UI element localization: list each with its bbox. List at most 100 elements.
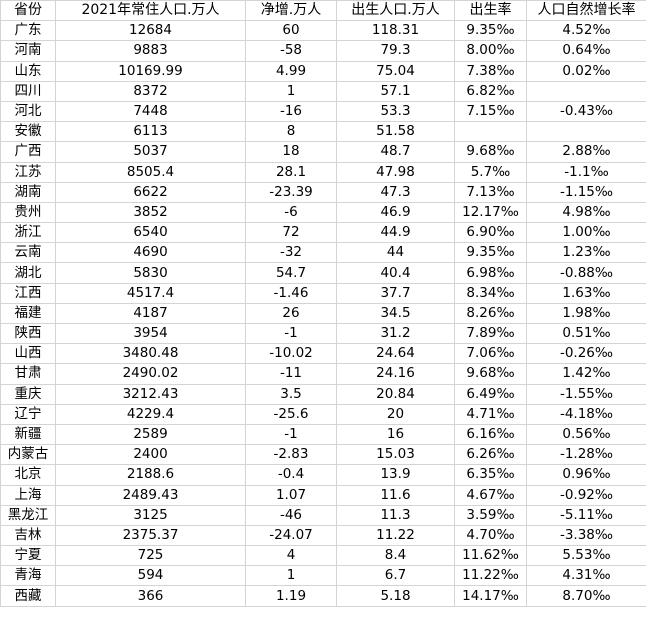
- table-cell: 5.18: [336, 585, 455, 607]
- table-cell: 陕西: [0, 322, 56, 345]
- table-row: 江西 4517.4 -1.46 37.7 8.34‰ 1.63‰: [0, 282, 646, 304]
- table-cell: 重庆: [0, 383, 56, 405]
- table-cell: 出生人口.万人: [336, 0, 455, 22]
- table-row: 广西 5037 18 48.7 9.68‰ 2.88‰: [0, 141, 646, 163]
- table-cell: 新疆: [0, 423, 56, 446]
- table-cell: 8505.4: [55, 161, 246, 183]
- table-cell: 53.3: [336, 100, 455, 123]
- table-cell: 1.98‰: [526, 302, 646, 325]
- table-cell: 37.7: [336, 282, 455, 304]
- table-cell: 34.5: [336, 302, 455, 325]
- data-table: 省份 2021年常住人口.万人 净增.万人 出生人口.万人 出生率 人口自然增长率 广东 12…: [0, 0, 646, 607]
- table-cell: 5037: [55, 141, 246, 163]
- table-cell: 北京: [0, 464, 56, 486]
- table-cell: 宁夏: [0, 545, 56, 567]
- table-cell: 河南: [0, 40, 56, 62]
- table-cell: 594: [55, 565, 246, 587]
- table-cell: 贵州: [0, 201, 56, 224]
- table-cell: 吉林: [0, 524, 56, 547]
- table-cell: 6.82‰: [454, 80, 527, 102]
- table-row: 四川 8372 1 57.1 6.82‰: [0, 80, 646, 102]
- table-cell: 0.02‰: [526, 60, 646, 82]
- table-cell: 2400: [55, 444, 246, 466]
- table-cell: 广东: [0, 20, 56, 42]
- table-cell: 6.90‰: [454, 222, 527, 244]
- table-cell: 6.26‰: [454, 444, 527, 466]
- table-cell: 1: [245, 565, 337, 587]
- table-cell: 8372: [55, 80, 246, 102]
- table-cell: [454, 121, 527, 143]
- table-cell: 75.04: [336, 60, 455, 82]
- table-cell: 湖南: [0, 181, 56, 203]
- table-cell: 5.53‰: [526, 545, 646, 567]
- table-cell: 54.7: [245, 262, 337, 284]
- table-row: 湖南 6622 -23.39 47.3 7.13‰ -1.15‰: [0, 181, 646, 203]
- table-cell: 7.06‰: [454, 343, 527, 365]
- table-row: 浙江 6540 72 44.9 6.90‰ 1.00‰: [0, 222, 646, 244]
- table-cell: -1.15‰: [526, 181, 646, 203]
- table-cell: 4517.4: [55, 282, 246, 304]
- table-cell: 4.67‰: [454, 484, 527, 506]
- table-cell: 4.99: [245, 60, 337, 82]
- table-cell: 浙江: [0, 222, 56, 244]
- table-cell: -6: [245, 201, 337, 224]
- table-cell: 青海: [0, 565, 56, 587]
- table-cell: 5830: [55, 262, 246, 284]
- table-cell: 2589: [55, 423, 246, 446]
- table-cell: 60: [245, 20, 337, 42]
- table-cell: -58: [245, 40, 337, 62]
- table-cell: [526, 80, 646, 102]
- table-cell: 3480.48: [55, 343, 246, 365]
- table-cell: -46: [245, 504, 337, 526]
- table-cell: 山东: [0, 60, 56, 82]
- table-cell: 湖北: [0, 262, 56, 284]
- table-cell: [526, 121, 646, 143]
- table-cell: 6.16‰: [454, 423, 527, 446]
- table-cell: -11: [245, 363, 337, 385]
- table-cell: 13.9: [336, 464, 455, 486]
- table-cell: 14.17‰: [454, 585, 527, 607]
- table-row: 辽宁 4229.4 -25.6 20 4.71‰ -4.18‰: [0, 403, 646, 425]
- table-row: 内蒙古 2400 -2.83 15.03 6.26‰ -1.28‰: [0, 444, 646, 466]
- table-cell: 9.35‰: [454, 20, 527, 42]
- table-cell: 上海: [0, 484, 56, 506]
- table-cell: 西藏: [0, 585, 56, 607]
- table-row: 贵州 3852 -6 46.9 12.17‰ 4.98‰: [0, 201, 646, 224]
- table-cell: 4: [245, 545, 337, 567]
- table-cell: 15.03: [336, 444, 455, 466]
- table-cell: 出生率: [454, 0, 527, 22]
- table-cell: 净增.万人: [245, 0, 337, 22]
- table-cell: 0.96‰: [526, 464, 646, 486]
- table-cell: 4229.4: [55, 403, 246, 425]
- table-cell: 7.15‰: [454, 100, 527, 123]
- table-cell: 3852: [55, 201, 246, 224]
- table-cell: 3212.43: [55, 383, 246, 405]
- table-cell: 57.1: [336, 80, 455, 102]
- table-cell: -1: [245, 423, 337, 446]
- table-cell: 118.31: [336, 20, 455, 42]
- table-cell: 6113: [55, 121, 246, 143]
- table-cell: 44.9: [336, 222, 455, 244]
- table-cell: -23.39: [245, 181, 337, 203]
- table-row: 湖北 5830 54.7 40.4 6.98‰ -0.88‰: [0, 262, 646, 284]
- table-cell: 6540: [55, 222, 246, 244]
- table-cell: 省份: [0, 0, 56, 22]
- table-row: 河南 9883 -58 79.3 8.00‰ 0.64‰: [0, 40, 646, 62]
- table-cell: -2.83: [245, 444, 337, 466]
- table-cell: 0.56‰: [526, 423, 646, 446]
- table-row: 重庆 3212.43 3.5 20.84 6.49‰ -1.55‰: [0, 383, 646, 405]
- table-row: 广东 12684 60 118.31 9.35‰ 4.52‰: [0, 20, 646, 42]
- table-cell: 11.22: [336, 524, 455, 547]
- table-cell: 2375.37: [55, 524, 246, 547]
- table-cell: 10169.99: [55, 60, 246, 82]
- table-cell: 44: [336, 242, 455, 264]
- table-cell: 5.7‰: [454, 161, 527, 183]
- table-cell: -1.55‰: [526, 383, 646, 405]
- table-cell: 2489.43: [55, 484, 246, 506]
- table-cell: 江西: [0, 282, 56, 304]
- table-cell: -5.11‰: [526, 504, 646, 526]
- table-row: 安徽 6113 8 51.58: [0, 121, 646, 143]
- table-cell: 2021年常住人口.万人: [55, 0, 246, 22]
- table-cell: 1.00‰: [526, 222, 646, 244]
- table-cell: 河北: [0, 100, 56, 123]
